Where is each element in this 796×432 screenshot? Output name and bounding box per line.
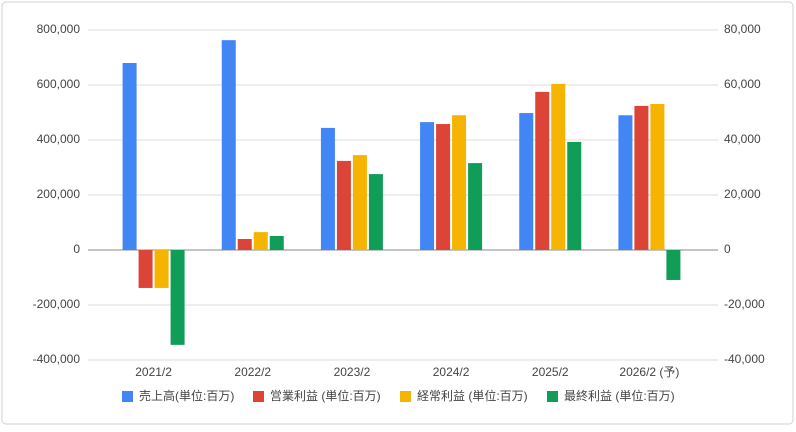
bar: [320, 127, 335, 250]
y2-tick-label: -20,000: [724, 297, 765, 311]
bar: [666, 250, 681, 280]
bar: [551, 83, 566, 251]
bar: [237, 239, 252, 250]
y2-tick-label: 80,000: [724, 22, 761, 36]
y2-tick-label: 60,000: [724, 77, 761, 91]
y2-tick-label: 0: [724, 242, 731, 256]
bar: [634, 105, 649, 251]
bar: [468, 163, 483, 250]
y-tick-label: 200,000: [37, 187, 81, 201]
bar: [138, 250, 153, 288]
legend-label: 最終利益 (単位:百万): [564, 388, 675, 403]
y-tick-label: 0: [73, 242, 80, 256]
bar: [269, 235, 284, 250]
bar: [650, 103, 665, 250]
bar: [535, 91, 550, 250]
bar: [452, 115, 467, 250]
legend-label: 売上高(単位:百万): [139, 388, 234, 403]
legend-swatch: [253, 391, 264, 402]
bar: [519, 113, 534, 250]
legend-swatch: [122, 391, 133, 402]
bar: [221, 40, 236, 250]
bar: [154, 250, 169, 288]
y-tick-label: 600,000: [37, 77, 81, 91]
y2-tick-label: 20,000: [724, 187, 761, 201]
bar: [420, 122, 435, 250]
y-tick-label: 800,000: [37, 22, 81, 36]
legend-swatch: [400, 391, 411, 402]
x-tick-label: 2026/2 (予): [619, 365, 679, 379]
legend-label: 営業利益 (単位:百万): [270, 388, 381, 403]
bar: [618, 115, 633, 250]
x-tick-label: 2021/2: [135, 365, 172, 379]
x-tick-label: 2025/2: [532, 365, 569, 379]
bar: [368, 174, 383, 250]
x-tick-label: 2024/2: [433, 365, 470, 379]
bar: [122, 63, 137, 250]
chart-frame: [1, 1, 794, 425]
bar: [336, 160, 351, 250]
bar: [436, 124, 451, 250]
y-tick-label: -200,000: [33, 297, 81, 311]
bar: [170, 250, 185, 345]
y-tick-label: -400,000: [33, 352, 81, 366]
y2-tick-label: -40,000: [724, 352, 765, 366]
legend-swatch: [547, 391, 558, 402]
bar: [567, 141, 582, 250]
bar: [253, 232, 268, 250]
y-tick-label: 400,000: [37, 132, 81, 146]
bar: [352, 155, 367, 250]
x-tick-label: 2022/2: [234, 365, 271, 379]
legend-label: 経常利益 (単位:百万): [417, 388, 528, 403]
x-tick-label: 2023/2: [334, 365, 371, 379]
y2-tick-label: 40,000: [724, 132, 761, 146]
